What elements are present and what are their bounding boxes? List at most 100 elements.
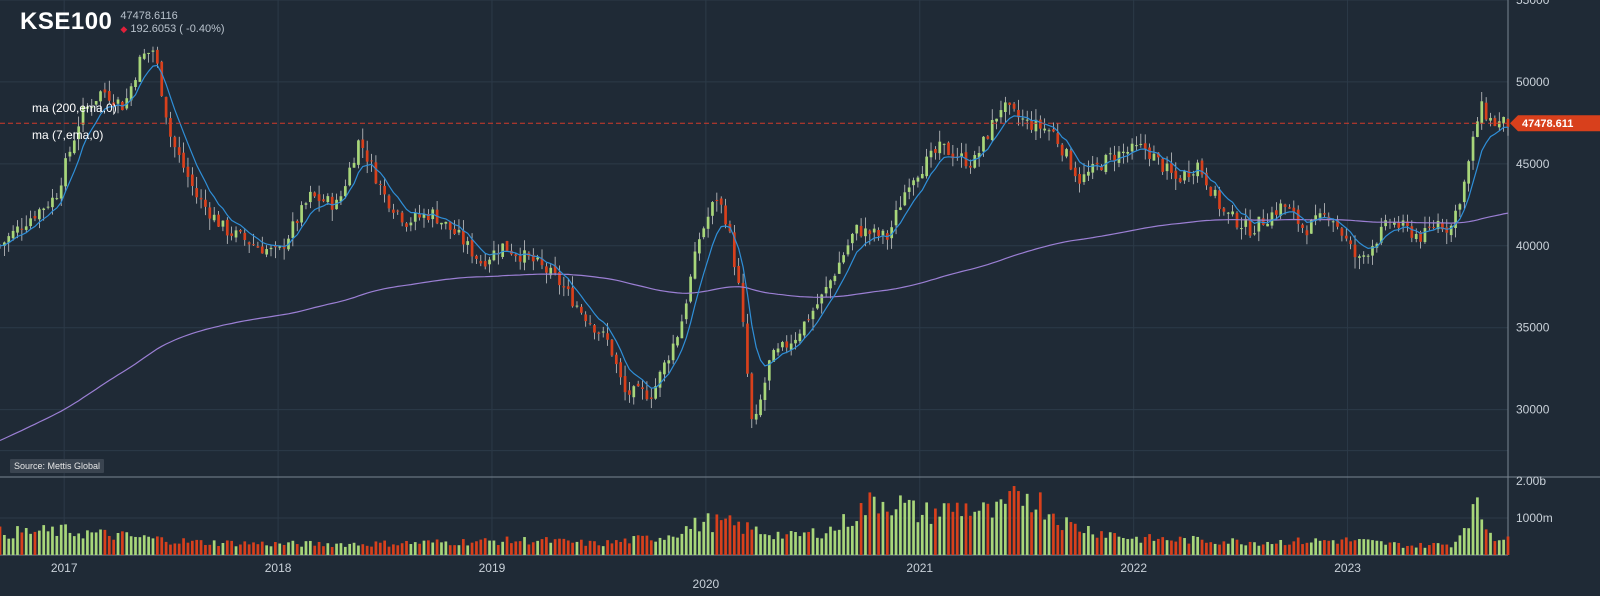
volume-bar [706, 513, 710, 555]
volume-bar [545, 537, 548, 555]
volume-bar [387, 546, 391, 555]
volume-bar [649, 540, 653, 555]
candle-body [619, 362, 623, 378]
volume-bar [1174, 541, 1178, 555]
volume-bar [658, 537, 662, 555]
candle-body [680, 321, 684, 339]
volume-bar [969, 515, 972, 555]
volume-bar [1073, 523, 1077, 555]
volume-bar [763, 534, 767, 555]
candle-body [1012, 103, 1016, 109]
volume-bar [614, 540, 618, 555]
candle-body [794, 339, 797, 344]
volume-bar [1301, 544, 1304, 555]
volume-bar [1100, 531, 1103, 555]
volume-bar [7, 538, 11, 555]
candle-body [1340, 228, 1344, 236]
volume-bar [960, 516, 963, 555]
volume-bar [164, 541, 168, 555]
candle-body [1436, 220, 1440, 230]
volume-bar [348, 543, 352, 555]
volume-bar [247, 544, 251, 555]
volume-bar [1030, 512, 1033, 555]
candle-body [204, 199, 207, 207]
candle-body [671, 343, 675, 361]
volume-bar [169, 544, 172, 555]
volume-bar [304, 541, 308, 555]
candle-body [488, 259, 491, 265]
indicator-ma200-label[interactable]: ma (200,ema,0) [32, 101, 117, 115]
candle-body [151, 50, 155, 52]
time-tick-label: 2023 [1334, 561, 1361, 575]
candle-body [1143, 143, 1147, 149]
volume-bar [51, 526, 54, 555]
candle-body [1231, 211, 1234, 215]
candle-body [308, 191, 312, 203]
candle-body [400, 212, 404, 223]
candle-body [540, 258, 544, 266]
volume-bar [112, 539, 115, 555]
volume-bar [1327, 540, 1331, 555]
volume-bar [260, 541, 264, 555]
candle-body [1270, 212, 1274, 226]
volume-bar [1476, 497, 1479, 555]
candle-body [1108, 153, 1112, 155]
volume-bar [531, 542, 535, 555]
volume-bar [370, 546, 373, 555]
candle-body [842, 255, 845, 263]
price-tick-label: 50000 [1516, 75, 1550, 89]
candle-body [1379, 226, 1383, 243]
candle-body [894, 209, 898, 226]
candle-body [24, 226, 28, 230]
candle-body [291, 221, 295, 239]
candle-body [614, 354, 618, 365]
volume-bar [72, 536, 76, 555]
volume-bar [1034, 509, 1038, 555]
volume-bar [1248, 541, 1252, 555]
candle-body [330, 196, 334, 210]
candle-body [1130, 143, 1134, 152]
volume-bar [335, 543, 338, 555]
candle-body [265, 249, 268, 255]
candle-body [1353, 244, 1357, 258]
candle-body [59, 185, 63, 199]
volume-bar [1060, 530, 1064, 555]
volume-bar [496, 545, 500, 555]
candle-body [1484, 102, 1488, 120]
volume-bar [667, 535, 671, 555]
volume-bar [177, 543, 181, 555]
volume-bar [1082, 533, 1086, 555]
volume-bar [1261, 544, 1265, 555]
volume-bar [1017, 491, 1020, 555]
candle-body [798, 333, 802, 342]
candle-body [1358, 256, 1361, 258]
indicator-ma7-label[interactable]: ma (7,ema,0) [32, 128, 104, 142]
volume-bar [435, 539, 439, 555]
candle-body [169, 118, 172, 137]
candle-body [322, 199, 325, 202]
volume-bar [444, 541, 448, 555]
candle-body [164, 97, 168, 118]
candle-body [230, 233, 234, 236]
volume-bar [802, 532, 806, 555]
volume-bar [1257, 545, 1261, 555]
candle-body [750, 373, 754, 420]
candle-body [636, 383, 640, 387]
candle-body [549, 267, 553, 276]
candle-body [1170, 163, 1173, 173]
candle-body [645, 390, 649, 400]
volume-bar [173, 543, 177, 555]
volume-bar [641, 535, 644, 555]
volume-bar [160, 537, 164, 555]
volume-bar [995, 501, 998, 555]
time-tick-label: 2018 [265, 561, 292, 575]
volume-bar [1025, 493, 1029, 555]
volume-bar [1191, 535, 1195, 555]
volume-bar [676, 537, 679, 555]
candle-body [1476, 121, 1479, 137]
candle-body [698, 239, 701, 254]
candle-body [1441, 222, 1444, 230]
candle-body [370, 160, 373, 162]
